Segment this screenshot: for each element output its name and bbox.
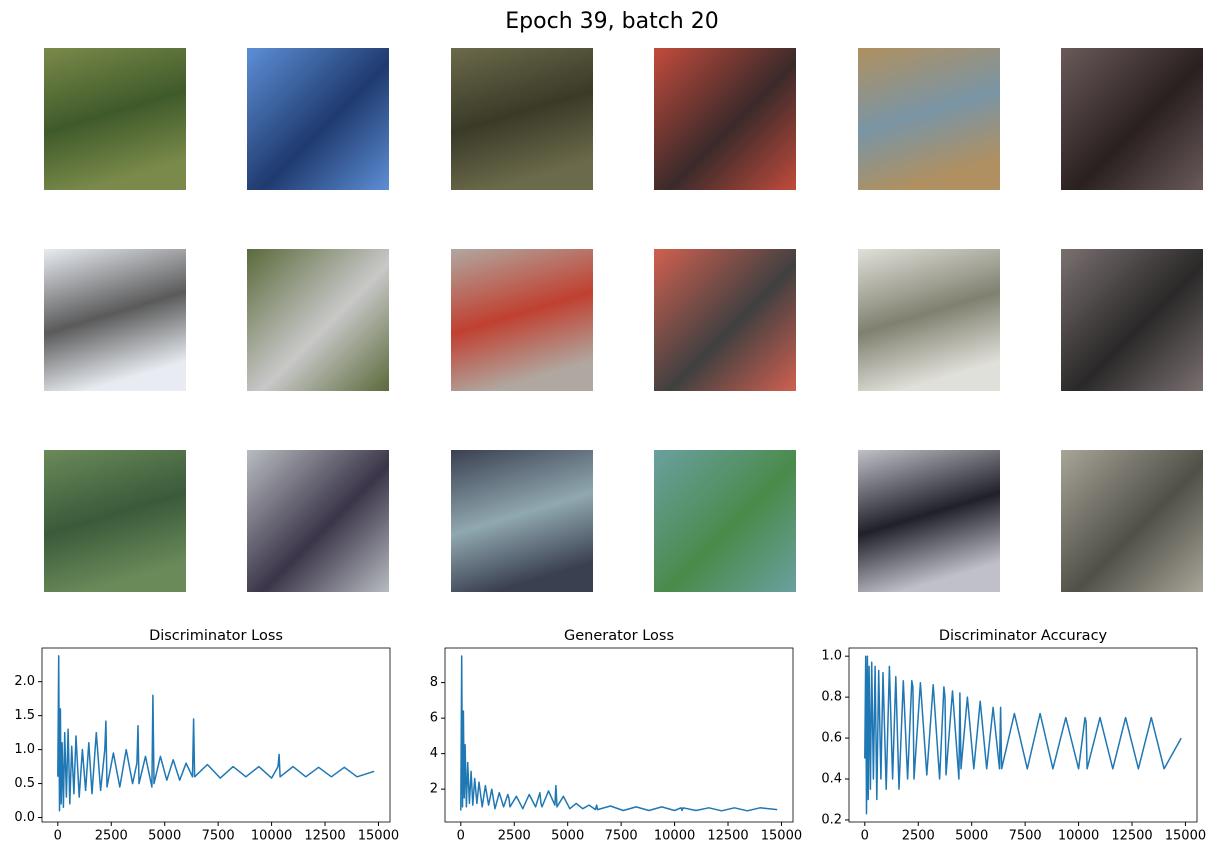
x-tick-label: 5000 [955, 829, 988, 844]
x-tick-label: 5000 [148, 829, 181, 844]
x-tick-label: 10000 [654, 829, 695, 844]
x-tick-label: 7500 [1009, 829, 1042, 844]
x-tick-label: 2500 [95, 829, 128, 844]
y-tick-label: 0.2 [821, 812, 842, 827]
y-tick-label: 1.0 [821, 649, 842, 664]
y-tick-label: 2.0 [14, 674, 35, 689]
figure-title: Epoch 39, batch 20 [505, 9, 718, 34]
x-tick-label: 12500 [707, 829, 748, 844]
data-line [864, 655, 1182, 815]
sample-image [247, 48, 389, 190]
x-tick-label: 2500 [902, 829, 935, 844]
sample-image [44, 450, 186, 592]
sample-image [858, 249, 1000, 391]
y-tick-label: 0.4 [821, 772, 842, 787]
x-tick-label: 15000 [358, 829, 399, 844]
sample-image [44, 48, 186, 190]
sample-image [1061, 48, 1203, 190]
y-tick-label: 4 [430, 746, 438, 761]
sample-image [654, 249, 796, 391]
x-tick-label: 10000 [251, 829, 292, 844]
y-tick-label: 1.0 [14, 742, 35, 757]
sample-image [654, 48, 796, 190]
sample-image [858, 48, 1000, 190]
sample-image [247, 249, 389, 391]
sample-image [247, 450, 389, 592]
x-tick-label: 0 [861, 829, 869, 844]
x-tick-label: 0 [54, 829, 62, 844]
chart-title: Generator Loss [564, 628, 674, 644]
sample-image [654, 450, 796, 592]
axes-frame [848, 647, 1198, 823]
sample-image [451, 249, 593, 391]
chart-title: Discriminator Accuracy [939, 628, 1108, 644]
sample-image [858, 450, 1000, 592]
x-tick-label: 0 [457, 829, 465, 844]
y-tick-label: 2 [430, 782, 438, 797]
data-line [57, 655, 375, 812]
sample-image [451, 450, 593, 592]
y-tick-label: 8 [430, 675, 438, 690]
chart-title: Discriminator Loss [149, 628, 283, 644]
x-tick-label: 10000 [1058, 829, 1099, 844]
data-line [460, 655, 778, 812]
y-tick-label: 1.5 [14, 708, 35, 723]
x-tick-label: 2500 [498, 829, 531, 844]
axes-frame [444, 647, 794, 823]
y-tick-label: 0.0 [14, 810, 35, 825]
sample-image [1061, 249, 1203, 391]
sample-image [1061, 450, 1203, 592]
y-tick-label: 6 [430, 711, 438, 726]
x-tick-label: 15000 [1165, 829, 1206, 844]
y-tick-label: 0.5 [14, 776, 35, 791]
sample-image [44, 249, 186, 391]
axes-frame [41, 647, 391, 823]
x-tick-label: 12500 [304, 829, 345, 844]
x-tick-label: 7500 [202, 829, 235, 844]
x-tick-label: 5000 [551, 829, 584, 844]
x-tick-label: 12500 [1111, 829, 1152, 844]
sample-image [451, 48, 593, 190]
x-tick-label: 15000 [761, 829, 802, 844]
x-tick-label: 7500 [605, 829, 638, 844]
y-tick-label: 0.6 [821, 731, 842, 746]
y-tick-label: 0.8 [821, 690, 842, 705]
